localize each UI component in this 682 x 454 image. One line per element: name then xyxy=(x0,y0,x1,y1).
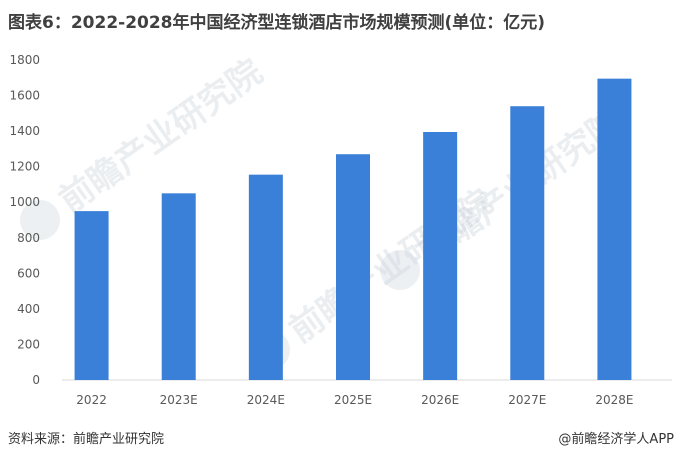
watermark-logo-icon xyxy=(380,250,420,290)
y-tick-label: 600 xyxy=(17,266,40,280)
x-tick-label: 2028E xyxy=(595,393,633,407)
x-axis: 2022 2023E 2024E 2025E 2026E 2027E 2028E xyxy=(62,379,672,407)
bar-2024E xyxy=(248,174,283,380)
y-tick-label: 1600 xyxy=(9,89,40,103)
bars xyxy=(74,78,632,380)
y-tick-label: 200 xyxy=(17,337,40,351)
y-axis: 0 200 400 600 800 1000 1200 1400 1600 1800 xyxy=(9,53,40,387)
credit-note: @前瞻经济学人APP xyxy=(558,432,674,447)
bar-2025E xyxy=(336,154,370,380)
x-tick-label: 2024E xyxy=(247,393,285,407)
x-tick-label: 2022 xyxy=(76,393,107,407)
x-tick-label: 2026E xyxy=(421,393,459,407)
watermark-right: 前瞻产业研究院 xyxy=(380,102,630,290)
chart-area: 前瞻产业研究院 前瞻产业研究院 前瞻产业研究院 0200400600800100… xyxy=(0,40,682,420)
y-tick-label: 1200 xyxy=(9,160,40,174)
x-tick-label: 2025E xyxy=(334,393,372,407)
bar-2026E xyxy=(423,132,458,380)
chart-title: 图表6：2022-2028年中国经济型连锁酒店市场规模预测(单位：亿元) xyxy=(8,13,546,33)
x-tick-label: 2027E xyxy=(508,393,546,407)
y-tick-label: 1000 xyxy=(9,195,40,209)
y-tick-label: 1800 xyxy=(9,53,40,67)
bar-2023E xyxy=(161,193,196,380)
y-tick-label: 1400 xyxy=(9,124,40,138)
watermark-logo-icon xyxy=(20,200,60,240)
watermark-left: 前瞻产业研究院 xyxy=(20,52,270,240)
watermark-text-left: 前瞻产业研究院 xyxy=(52,52,270,221)
bar-2028E xyxy=(597,78,632,380)
x-tick-label: 2023E xyxy=(160,393,198,407)
y-tick-label: 0 xyxy=(32,373,40,387)
y-tick-label: 800 xyxy=(17,231,40,245)
source-note: 资料来源：前瞻产业研究院 xyxy=(8,432,165,447)
bar-2022 xyxy=(74,211,109,380)
bar-chart: 前瞻产业研究院 前瞻产业研究院 前瞻产业研究院 0200400600800100… xyxy=(9,52,672,407)
y-tick-label: 400 xyxy=(17,302,40,316)
bar-2027E xyxy=(510,106,545,380)
